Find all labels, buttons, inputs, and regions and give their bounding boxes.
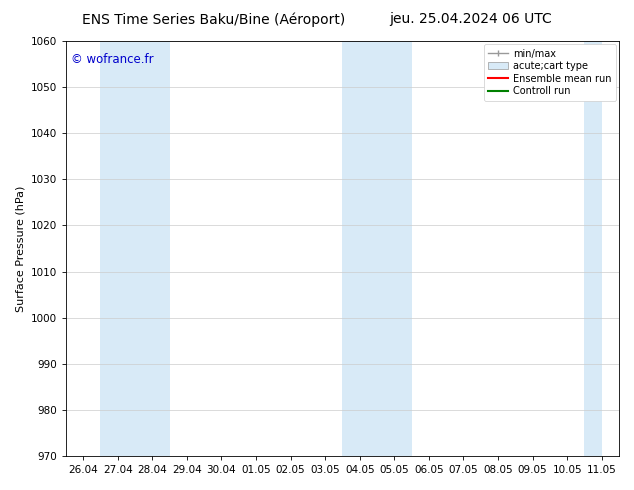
Text: ENS Time Series Baku/Bine (Aéroport): ENS Time Series Baku/Bine (Aéroport) [82, 12, 346, 27]
Text: jeu. 25.04.2024 06 UTC: jeu. 25.04.2024 06 UTC [389, 12, 552, 26]
Legend: min/max, acute;cart type, Ensemble mean run, Controll run: min/max, acute;cart type, Ensemble mean … [484, 44, 616, 101]
Text: © wofrance.fr: © wofrance.fr [72, 53, 154, 67]
Y-axis label: Surface Pressure (hPa): Surface Pressure (hPa) [15, 185, 25, 312]
Bar [342, 41, 411, 456]
Bar [585, 41, 602, 456]
Bar [100, 41, 169, 456]
